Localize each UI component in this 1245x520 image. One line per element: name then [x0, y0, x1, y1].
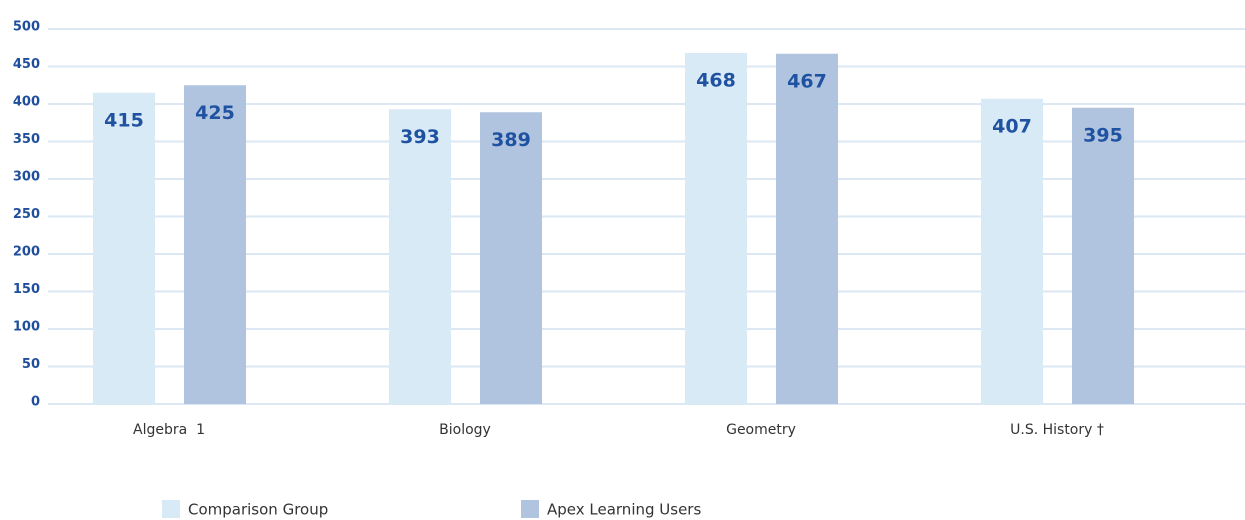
value-label: 425 [195, 102, 235, 124]
y-tick-label: 0 [31, 395, 40, 410]
y-tick-label: 50 [22, 357, 40, 372]
x-tick-label: Biology [439, 422, 491, 438]
y-tick-label: 300 [13, 170, 40, 185]
value-label: 407 [992, 115, 1032, 137]
bar [93, 92, 155, 404]
value-label: 395 [1083, 124, 1123, 146]
y-tick-label: 100 [13, 320, 40, 335]
x-tick-label: U.S. History † [1010, 422, 1104, 438]
y-tick-label: 150 [13, 282, 40, 297]
x-tick-label: Algebra 1 [133, 422, 205, 438]
y-tick-label: 250 [13, 207, 40, 222]
legend-swatch [521, 500, 539, 518]
legend-label: Apex Learning Users [547, 501, 701, 519]
value-label: 467 [787, 70, 827, 92]
y-tick-label: 400 [13, 95, 40, 110]
legend-label: Comparison Group [188, 501, 328, 519]
bar [389, 109, 451, 404]
bar [184, 85, 246, 404]
value-label: 468 [696, 70, 736, 92]
y-tick-label: 350 [13, 132, 40, 147]
bar [1072, 107, 1134, 404]
value-label: 393 [400, 126, 440, 148]
value-label: 389 [491, 129, 531, 151]
y-tick-label: 500 [13, 20, 40, 35]
bar [685, 53, 747, 404]
bar [776, 53, 838, 404]
bar [480, 112, 542, 404]
value-label: 415 [104, 109, 144, 131]
y-tick-label: 450 [13, 57, 40, 72]
y-tick-label: 200 [13, 245, 40, 260]
bar [981, 98, 1043, 404]
legend-swatch [162, 500, 180, 518]
x-tick-label: Geometry [726, 422, 796, 438]
